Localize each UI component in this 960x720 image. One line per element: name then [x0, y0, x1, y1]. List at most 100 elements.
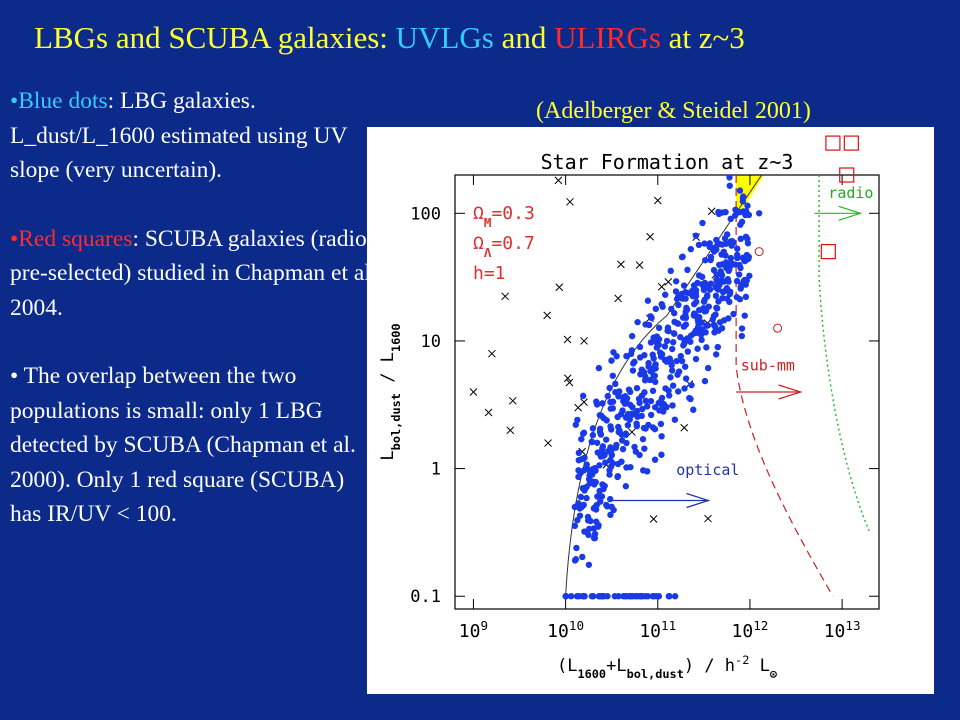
lbg-dot: [682, 375, 690, 382]
cosmology-label-0: ΩM=0.3: [473, 203, 535, 230]
lbg-dot: [609, 398, 617, 405]
lbg-dot: [609, 372, 617, 379]
lbg-dot: [633, 407, 641, 415]
lbg-dot: [671, 416, 679, 423]
lbg-dot: [578, 503, 585, 511]
lbg-dot: [613, 441, 620, 449]
x-tick-label-2: 1011: [639, 618, 676, 643]
lbg-dot: [619, 407, 626, 414]
lbg-dot: [598, 447, 606, 454]
lbg-dot: [567, 593, 575, 600]
lbg-dot: [686, 394, 693, 402]
lbg-dot: [571, 522, 579, 530]
lbg-dot: [715, 286, 722, 293]
lbg-dot: [607, 405, 614, 412]
lbg-dot: [714, 343, 721, 351]
lbg-dot: [722, 259, 730, 266]
x-tick-label-4: 1013: [824, 618, 861, 643]
lbg-dot: [674, 388, 682, 395]
lbg-dot: [623, 464, 630, 471]
lbg-dot: [734, 245, 741, 252]
lbg-dot: [718, 272, 726, 279]
lbg-dot: [575, 449, 583, 457]
lbg-dot: [720, 248, 727, 256]
lbg-dot: [645, 421, 652, 429]
x-axis-label: (L1600+Lbol,dust) / h-2 L⊙: [557, 653, 777, 681]
lbg-dot: [655, 324, 663, 332]
lbg-dot: [671, 593, 679, 600]
lbg-dot: [710, 321, 718, 329]
lbg-dot: [647, 411, 655, 419]
lbg-dot: [713, 236, 720, 244]
lbg-dot: [575, 467, 582, 474]
lbg-dot: [710, 248, 718, 255]
cross-point: [506, 426, 515, 435]
lbg-dot: [628, 347, 636, 354]
lbg-dot: [622, 431, 630, 439]
lbg-dot: [709, 316, 716, 323]
lbg-dot: [639, 435, 647, 443]
lbg-dot: [575, 457, 582, 464]
lbg-dot: [701, 240, 708, 247]
title-ulirgs: ULIRGs: [554, 20, 661, 55]
lbg-dot: [695, 324, 702, 332]
scatter-chart: Star Formation at z~3 109 1010 1011 1012 1013…: [378, 135, 880, 681]
lbg-dot: [614, 460, 622, 468]
lbg-dot: [657, 420, 665, 428]
lbg-dot: [581, 593, 588, 600]
lbg-dot: [661, 343, 669, 350]
lbg-dot: [649, 387, 657, 395]
lbg-dot: [739, 198, 747, 205]
lbg-dot: [591, 504, 599, 511]
lbg-dot: [572, 421, 579, 428]
lbg-dot: [733, 277, 741, 285]
lbg-dot: [668, 305, 675, 313]
lbg-dot: [656, 407, 663, 414]
cross-point: [574, 403, 582, 412]
lbg-dot: [687, 332, 695, 339]
cosmology-label-1: ΩΛ=0.7: [473, 233, 535, 260]
lbg-dot: [712, 311, 719, 318]
lbg-dot: [649, 351, 656, 358]
lbg-dot: [699, 219, 706, 227]
lbg-dot: [606, 495, 614, 503]
cross-point: [563, 374, 572, 383]
lbg-dot: [607, 444, 614, 451]
lbg-dot: [663, 358, 670, 365]
lbg-dot: [583, 461, 590, 468]
lbg-dot: [665, 593, 672, 600]
lbg-dot: [628, 593, 635, 600]
lbg-dot: [600, 414, 607, 422]
lbg-dot: [725, 315, 732, 322]
lbg-dot: [572, 556, 580, 563]
lbg-dot: [735, 271, 743, 278]
lbg-dot: [738, 332, 746, 340]
lbg-dot: [611, 593, 619, 600]
lbg-dot: [603, 501, 610, 509]
lbg-dot: [647, 339, 655, 346]
lbg-dot: [725, 267, 732, 275]
cross-point: [555, 283, 564, 292]
lbg-dot: [704, 322, 712, 329]
lbg-dot: [742, 293, 750, 301]
lbg-dot: [645, 359, 652, 367]
lbg-dot: [579, 430, 587, 437]
lbg-dot: [641, 445, 648, 452]
cross-point: [628, 428, 636, 436]
lbg-dot: [746, 272, 753, 279]
lbg-dot: [579, 553, 586, 561]
bullet-red-squares: •Red squares: SCUBA galaxies (radio pre-…: [10, 222, 380, 326]
red-open-circle: [754, 247, 764, 257]
lbg-dot: [621, 400, 629, 407]
lbg-dot: [706, 243, 713, 251]
lbg-dot: [722, 208, 729, 216]
lbg-dot: [638, 412, 645, 420]
lbg-dot: [590, 534, 598, 542]
lbg-dot: [669, 345, 676, 353]
bullet-overlap: • The overlap between the two population…: [10, 363, 356, 527]
lbg-dot: [644, 297, 652, 304]
bullet-blue-dots-label: •Blue dots: [10, 88, 108, 114]
lbg-dot: [730, 310, 737, 318]
lbg-dot: [668, 361, 675, 369]
optical-label: optical: [676, 461, 739, 479]
